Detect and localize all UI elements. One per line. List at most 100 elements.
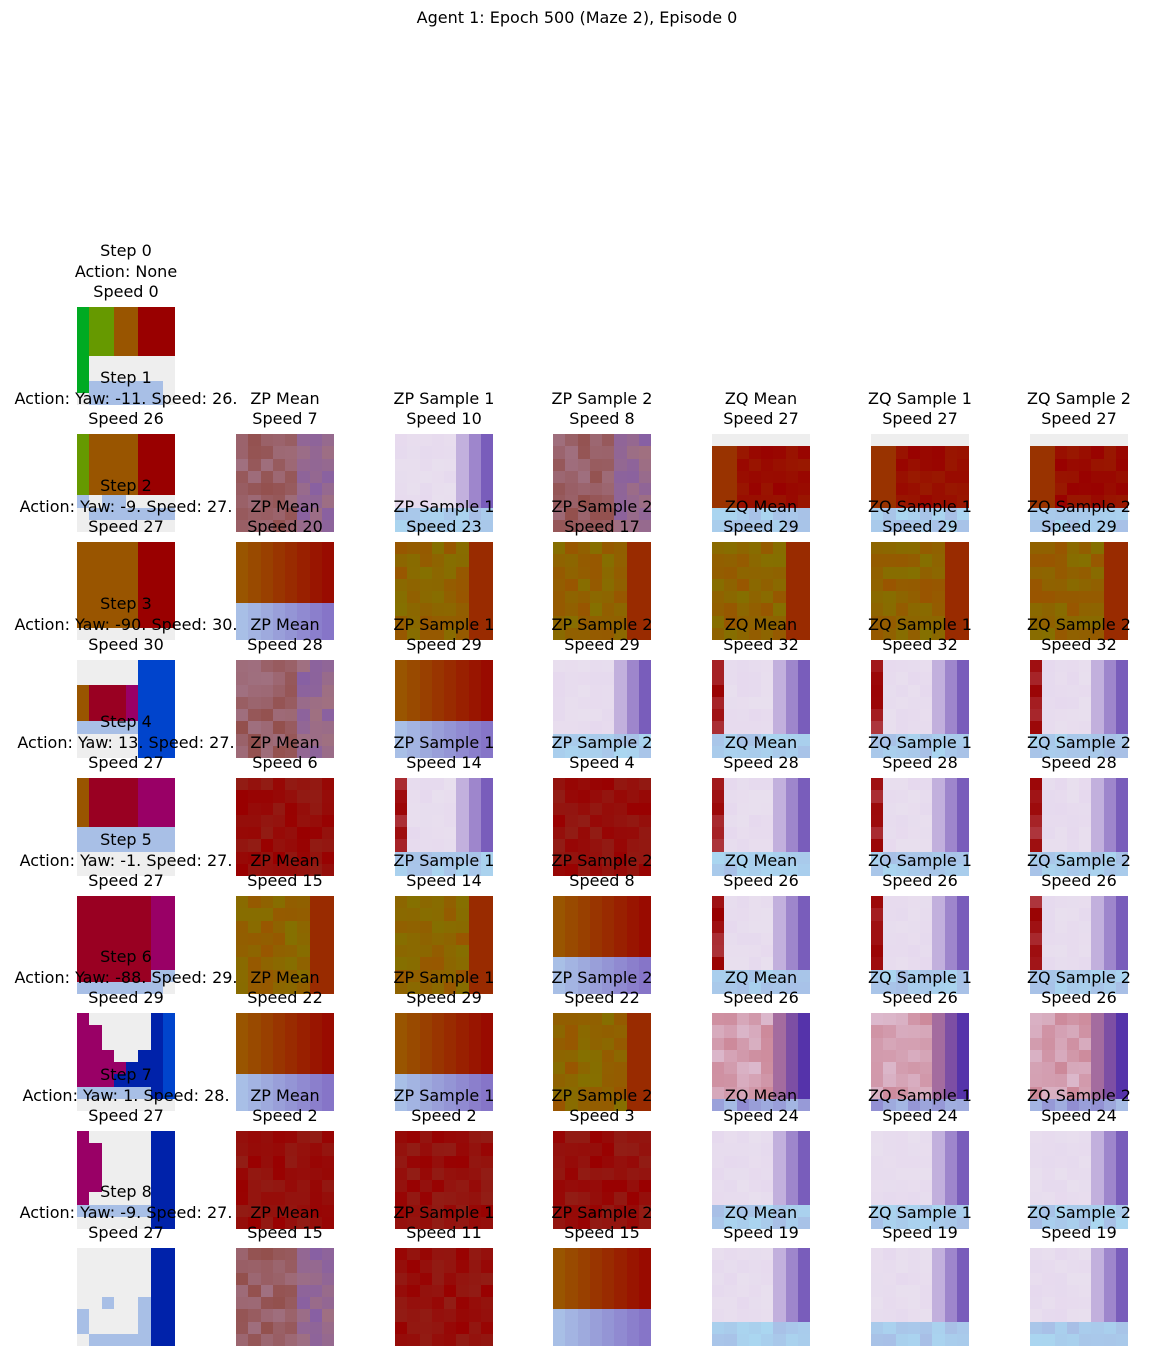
prediction-image [1030,434,1128,532]
prediction-column-title: ZQ Sample 2 [1027,496,1131,516]
prediction-speed-label: Speed 28 [1041,753,1117,772]
prediction-column-title: ZQ Mean [724,732,798,752]
prediction-column-title: ZP Sample 1 [393,967,495,987]
prediction-image [1030,1248,1128,1346]
step-label: Step 2 [100,476,152,495]
action-label: Action: Yaw: -11. Speed: 26. [14,388,238,408]
observation-image [77,778,175,876]
prediction-speed-label: Speed 28 [723,753,799,772]
prediction-column-title: ZP Mean [250,732,320,752]
action-label: Action: Yaw: 1. Speed: 28. [22,1085,230,1105]
prediction-column-title: ZQ Sample 2 [1027,967,1131,987]
speed-label: Speed 29 [88,988,164,1007]
prediction-image [553,542,651,640]
prediction-column-title: ZQ Mean [724,1202,798,1222]
prediction-image [236,1131,334,1229]
step-label: Step 7 [100,1065,152,1084]
prediction-column-title: ZP Sample 2 [551,732,653,752]
observation-image [77,1013,175,1111]
action-label: Action: Yaw: -88. Speed: 29. [14,967,238,987]
prediction-image [236,660,334,758]
prediction-speed-label: Speed 11 [406,1223,482,1242]
prediction-speed-label: Speed 15 [247,1223,323,1242]
prediction-speed-label: Speed 27 [882,409,958,428]
prediction-column-title: ZP Sample 1 [393,388,495,408]
prediction-speed-label: Speed 26 [882,871,958,890]
action-label: Action: None [74,261,178,281]
prediction-speed-label: Speed 29 [564,635,640,654]
prediction-column-title: ZP Mean [250,967,320,987]
prediction-column-title: ZQ Mean [724,1085,798,1105]
prediction-image [712,1248,810,1346]
prediction-image [871,434,969,532]
prediction-speed-label: Speed 29 [1041,517,1117,536]
prediction-image [712,542,810,640]
prediction-image [395,660,493,758]
prediction-image [871,542,969,640]
prediction-column-title: ZQ Sample 1 [868,967,972,987]
prediction-speed-label: Speed 29 [723,517,799,536]
prediction-speed-label: Speed 28 [247,635,323,654]
observation-image [77,434,175,532]
prediction-speed-label: Speed 2 [252,1106,318,1125]
action-label: Action: Yaw: -90. Speed: 30. [14,614,238,634]
prediction-image [871,896,969,994]
prediction-image [1030,896,1128,994]
prediction-column-title: ZP Sample 2 [551,967,653,987]
prediction-column-title: ZP Mean [250,850,320,870]
prediction-speed-label: Speed 26 [1041,988,1117,1007]
action-label: Action: Yaw: -9. Speed: 27. [19,496,233,516]
prediction-speed-label: Speed 14 [406,753,482,772]
prediction-speed-label: Speed 32 [882,635,958,654]
prediction-image [553,660,651,758]
prediction-column-title: ZQ Sample 2 [1027,614,1131,634]
prediction-image [712,778,810,876]
speed-label: Speed 30 [88,635,164,654]
prediction-speed-label: Speed 26 [723,988,799,1007]
prediction-image [395,1248,493,1346]
prediction-image [871,1013,969,1111]
prediction-image [1030,542,1128,640]
prediction-speed-label: Speed 17 [564,517,640,536]
prediction-speed-label: Speed 10 [406,409,482,428]
prediction-column-title: ZP Sample 1 [393,496,495,516]
observation-image [77,1131,175,1229]
speed-label: Speed 27 [88,1106,164,1125]
prediction-image [871,778,969,876]
observation-image [77,896,175,994]
prediction-column-title: ZP Sample 1 [393,614,495,634]
prediction-column-title: ZP Sample 2 [551,388,653,408]
prediction-image [712,896,810,994]
prediction-image [871,1248,969,1346]
prediction-column-title: ZQ Sample 2 [1027,732,1131,752]
prediction-speed-label: Speed 29 [406,635,482,654]
speed-label: Speed 26 [88,409,164,428]
prediction-image [395,896,493,994]
prediction-speed-label: Speed 29 [882,517,958,536]
prediction-image [712,1013,810,1111]
prediction-image [395,542,493,640]
prediction-speed-label: Speed 22 [564,988,640,1007]
prediction-speed-label: Speed 4 [569,753,635,772]
step-label: Step 1 [100,368,152,387]
prediction-column-title: ZP Sample 1 [393,1202,495,1222]
prediction-speed-label: Speed 8 [569,409,635,428]
prediction-speed-label: Speed 23 [406,517,482,536]
prediction-column-title: ZP Sample 1 [393,850,495,870]
prediction-image [553,1248,651,1346]
prediction-column-title: ZP Mean [250,388,320,408]
prediction-image [395,1131,493,1229]
prediction-column-title: ZP Mean [250,1085,320,1105]
prediction-column-title: ZQ Sample 1 [868,732,972,752]
prediction-column-title: ZQ Mean [724,850,798,870]
prediction-column-title: ZQ Sample 2 [1027,1202,1131,1222]
speed-label: Speed 27 [88,753,164,772]
prediction-image [236,778,334,876]
prediction-speed-label: Speed 22 [247,988,323,1007]
observation-image [77,660,175,758]
prediction-column-title: ZQ Sample 2 [1027,1085,1131,1105]
prediction-column-title: ZP Sample 1 [393,732,495,752]
prediction-column-title: ZQ Sample 1 [868,850,972,870]
prediction-speed-label: Speed 28 [882,753,958,772]
prediction-speed-label: Speed 19 [723,1223,799,1242]
